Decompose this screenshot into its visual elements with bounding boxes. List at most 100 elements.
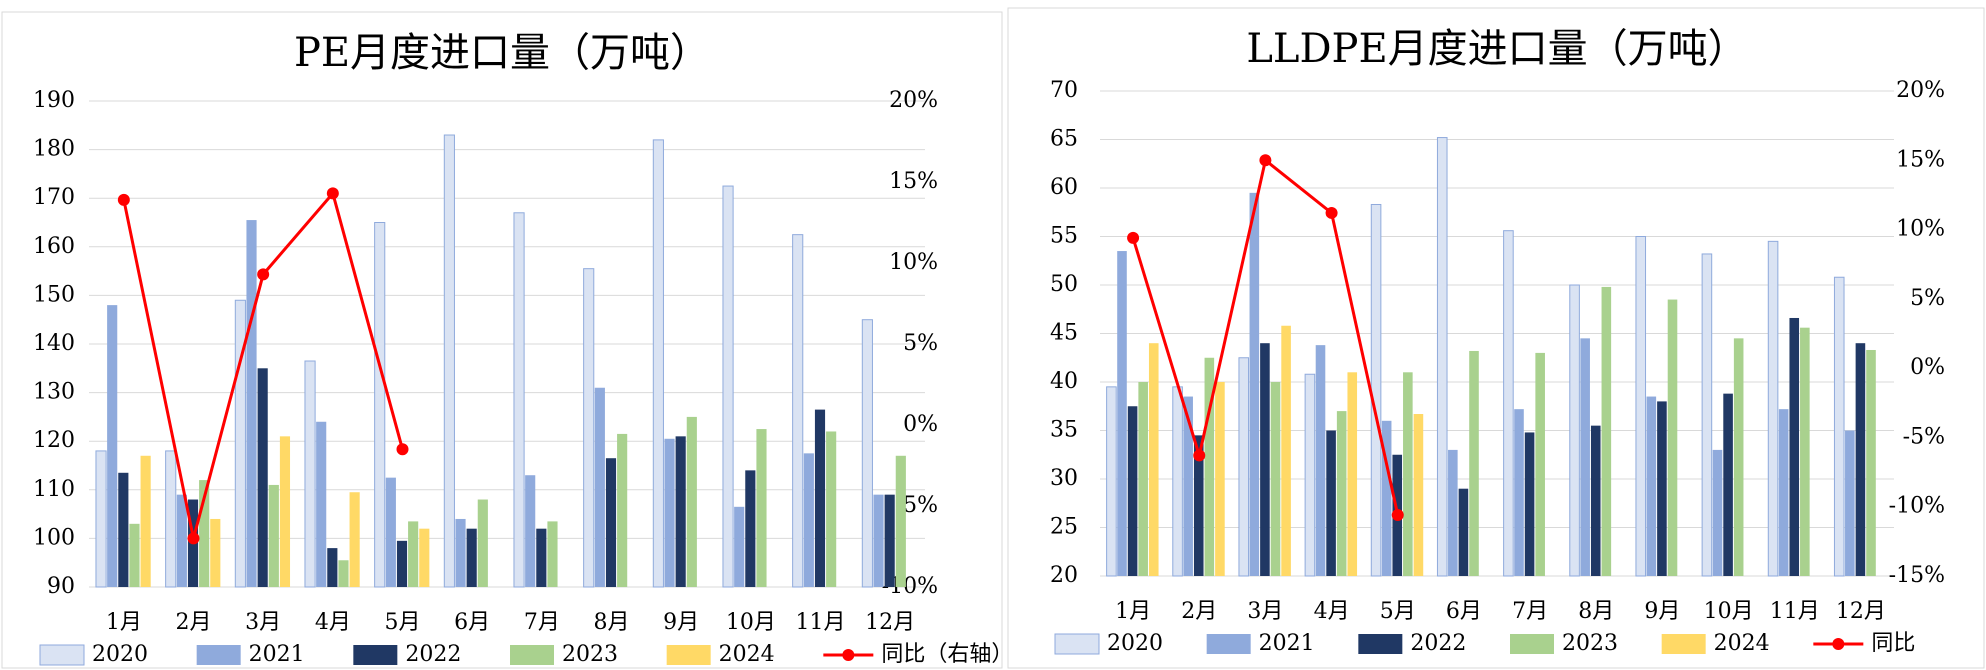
line-marker xyxy=(326,187,339,200)
bar xyxy=(722,185,734,588)
line-marker xyxy=(257,268,270,281)
x-tick-label: 4月 xyxy=(1314,599,1350,624)
y2-tick-label: 10% xyxy=(889,250,938,275)
bar xyxy=(1304,373,1316,577)
bar xyxy=(1845,430,1855,576)
x-tick-label: 8月 xyxy=(1578,599,1614,624)
x-tick-label: 2月 xyxy=(176,610,212,635)
bar xyxy=(466,528,477,587)
bar xyxy=(1315,345,1326,576)
y2-tick-label: 15% xyxy=(1896,147,1945,172)
y-tick-label: 190 xyxy=(33,88,75,113)
y-tick-label: 20 xyxy=(1050,563,1078,588)
y2-tick-label: 20% xyxy=(889,88,938,113)
bar xyxy=(1436,137,1448,577)
y2-tick-label: 5% xyxy=(1910,286,1945,311)
x-tick-label: 10月 xyxy=(726,610,776,635)
x-tick-label: 3月 xyxy=(1247,599,1283,624)
chart-title: LLDPE月度进口量（万吨） xyxy=(1246,26,1747,72)
line-marker xyxy=(117,193,130,206)
bar xyxy=(1778,409,1789,576)
x-tick-label: 5月 xyxy=(385,610,421,635)
bar xyxy=(1127,406,1138,576)
bar xyxy=(1413,414,1424,576)
x-tick-label: 9月 xyxy=(663,610,699,635)
bar xyxy=(1381,420,1392,576)
bar xyxy=(1270,382,1281,576)
legend-label: 2024 xyxy=(1714,631,1770,656)
legend-label: 同比（右轴） xyxy=(881,642,1013,667)
y-tick-label: 45 xyxy=(1050,321,1078,346)
legend-swatch xyxy=(1358,634,1403,654)
bar xyxy=(477,499,488,587)
legend-label: 2020 xyxy=(92,642,148,667)
x-tick-label: 9月 xyxy=(1644,599,1680,624)
line-marker xyxy=(187,532,200,545)
bar xyxy=(1458,488,1469,576)
bar xyxy=(1249,192,1260,576)
y-tick-label: 110 xyxy=(33,477,75,502)
legend-swatch xyxy=(1661,634,1706,654)
bar xyxy=(756,429,767,587)
bar xyxy=(884,494,895,587)
legend-swatch xyxy=(353,645,398,665)
bar xyxy=(338,560,349,587)
legend-label: 2023 xyxy=(562,642,618,667)
bar xyxy=(279,436,291,587)
y-tick-label: 180 xyxy=(33,137,75,162)
y2-tick-label: -15% xyxy=(1889,563,1945,588)
bar xyxy=(814,409,826,587)
bar xyxy=(1789,317,1800,576)
bar xyxy=(605,458,617,587)
bar xyxy=(594,387,605,587)
legend-swatch xyxy=(1832,638,1845,650)
bar xyxy=(1635,236,1647,577)
bar xyxy=(1469,350,1479,576)
bar xyxy=(210,518,221,587)
legend-swatch xyxy=(842,649,855,661)
bar xyxy=(583,268,595,588)
y2-tick-label: 10% xyxy=(1896,217,1945,242)
y2-tick-label: 0% xyxy=(903,412,938,437)
bar xyxy=(385,477,396,587)
chart-title: PE月度进口量（万吨） xyxy=(294,30,710,76)
y-tick-label: 150 xyxy=(33,282,75,307)
bar xyxy=(861,319,873,588)
bar xyxy=(118,472,129,587)
bar xyxy=(107,305,118,587)
line-marker xyxy=(396,443,409,456)
bar xyxy=(1767,240,1779,577)
y-tick-label: 50 xyxy=(1050,272,1078,297)
bar xyxy=(675,436,686,587)
bar xyxy=(1701,253,1713,577)
bar xyxy=(1503,230,1514,577)
x-tick-label: 5月 xyxy=(1380,599,1416,624)
x-tick-label: 11月 xyxy=(796,610,846,635)
x-tick-label: 8月 xyxy=(594,610,630,635)
bar xyxy=(664,438,675,587)
y-tick-label: 90 xyxy=(47,574,75,599)
bar xyxy=(268,484,279,587)
bar xyxy=(1183,396,1193,576)
bar xyxy=(1347,372,1358,576)
y-tick-label: 40 xyxy=(1050,369,1078,394)
y-tick-label: 65 xyxy=(1050,127,1078,152)
bar xyxy=(234,299,246,588)
bar xyxy=(1204,357,1215,576)
bar xyxy=(1657,401,1667,576)
bar xyxy=(1260,343,1270,576)
legend-swatch xyxy=(510,645,554,665)
x-tick-label: 6月 xyxy=(1446,599,1482,624)
bar xyxy=(95,450,107,588)
bar xyxy=(246,220,257,587)
y-tick-label: 55 xyxy=(1050,224,1078,249)
y2-tick-label: 20% xyxy=(1896,78,1945,103)
line-marker xyxy=(1391,509,1404,522)
bar xyxy=(1448,449,1458,576)
bar xyxy=(525,475,536,587)
line-marker xyxy=(1325,206,1338,219)
bar xyxy=(1590,425,1601,576)
legend-swatch xyxy=(1510,634,1554,654)
bar xyxy=(1370,203,1382,577)
bar xyxy=(455,518,466,587)
